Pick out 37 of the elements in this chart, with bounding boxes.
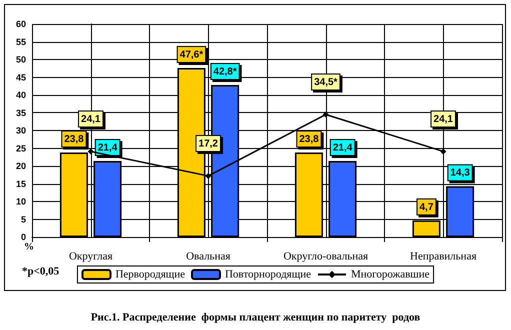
legend-label: Повторнородящие <box>224 268 312 280</box>
y-tick-label: 45 <box>16 72 26 82</box>
y-tick-label: 50 <box>16 54 26 64</box>
y-tick-label: 55 <box>16 36 26 47</box>
data-label: 23,8 <box>64 134 84 146</box>
x-tick-label: Неправильная <box>410 250 477 262</box>
y-tick-label: 5 <box>20 214 26 224</box>
data-label: 24,1 <box>434 114 454 125</box>
point <box>322 112 329 118</box>
y-axis-title: % <box>24 242 34 252</box>
point <box>205 172 212 179</box>
legend-label: Многорожавшие <box>350 268 430 280</box>
y-tick-label: 40 <box>16 90 26 100</box>
data-label: 47,6* <box>180 50 204 61</box>
data-label: 34,5* <box>314 77 338 88</box>
data-label: 21,4 <box>332 142 353 154</box>
y-tick-label: 15 <box>16 178 26 189</box>
y-tick-label: 35 <box>16 108 26 118</box>
y-tick-label: 0 <box>20 232 26 242</box>
text: *p<0,05 <box>22 266 60 278</box>
x-tick-label: Овальная <box>186 250 230 262</box>
y-tick-label: 20 <box>16 161 26 171</box>
x-tick-label: Округлая <box>68 250 113 262</box>
y-tick-label: 30 <box>16 126 26 136</box>
text: Рис.1. Распределение формы плацент женщин по паритету родов <box>90 312 420 324</box>
data-label: 17,2 <box>198 138 218 150</box>
data-label: 23,8 <box>299 134 320 146</box>
y-tick-label: 10 <box>16 196 26 206</box>
x-tick-label: Округло-овальная <box>283 250 368 262</box>
data-label: 14,3 <box>450 168 470 179</box>
data-label: 42,8* <box>213 66 237 78</box>
y-tick-label: 60 <box>16 19 26 29</box>
y-tick-label: 25 <box>16 143 26 154</box>
legend-label: Первородящие <box>115 268 186 280</box>
data-label: 24,1 <box>81 114 101 125</box>
data-label: 21,4 <box>98 142 118 154</box>
data-label: 4,7 <box>419 202 434 213</box>
